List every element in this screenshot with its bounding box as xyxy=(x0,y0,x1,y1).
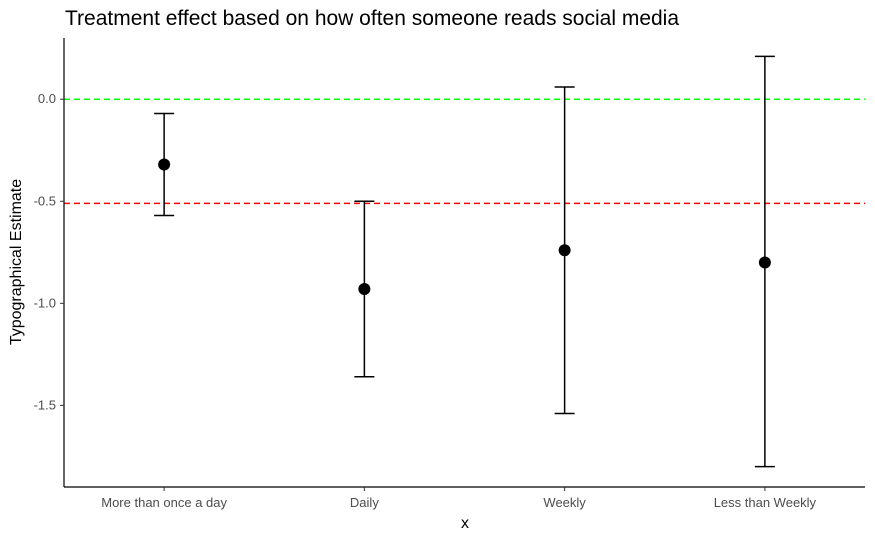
estimate-point xyxy=(558,244,571,257)
x-tick-label: More than once a day xyxy=(101,495,227,510)
y-tick-label: -1.0 xyxy=(34,295,56,310)
x-tick-label: Weekly xyxy=(543,495,586,510)
estimate-point xyxy=(758,256,771,269)
y-axis-title: Typographical Estimate xyxy=(8,179,25,345)
x-tick-label: Less than Weekly xyxy=(714,495,817,510)
estimate-point xyxy=(158,158,171,171)
y-tick-label: -1.5 xyxy=(34,397,56,412)
x-axis-title: x xyxy=(461,515,469,532)
chart-title: Treatment effect based on how often some… xyxy=(65,7,679,30)
plot-area: 0.0 -0.5 -1.0 -1.5 More than once a day Daily… xyxy=(34,38,865,510)
y-tick-label: 0.0 xyxy=(38,91,56,106)
estimate-point xyxy=(358,283,371,296)
x-tick-label: Daily xyxy=(350,495,379,510)
y-tick-label: -0.5 xyxy=(34,193,56,208)
